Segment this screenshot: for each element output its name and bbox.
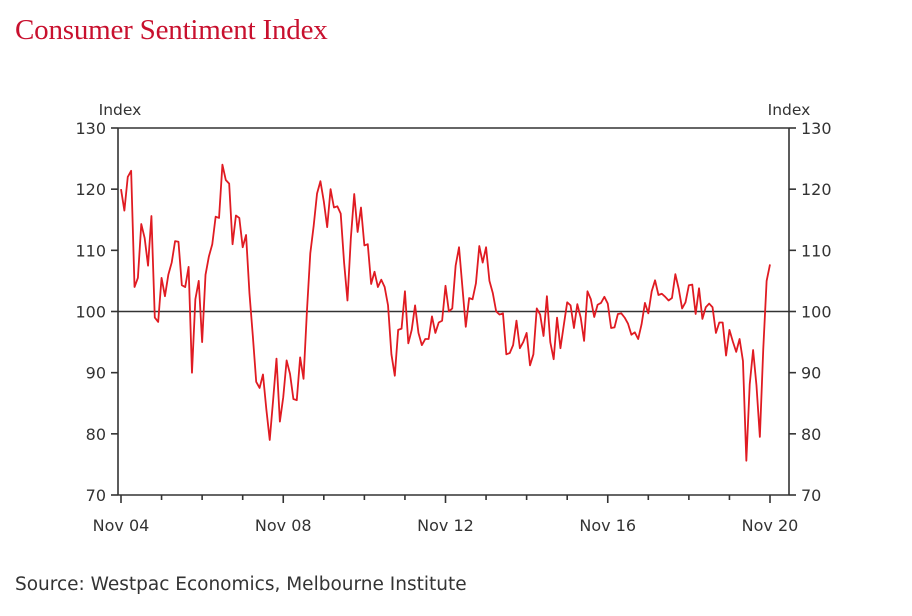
- right-y-tick-label: 70: [801, 486, 821, 505]
- sentiment-series-line: [120, 163, 771, 462]
- left-y-tick-label: 90: [86, 364, 106, 383]
- left-y-tick-label: 130: [75, 119, 106, 138]
- chart-axes: [111, 127, 796, 503]
- source-note: Source: Westpac Economics, Melbourne Ins…: [15, 574, 467, 595]
- right-y-tick-label: 90: [801, 364, 821, 383]
- right-y-tick-label: 80: [801, 425, 821, 444]
- right-y-tick-label: 120: [801, 180, 832, 199]
- right-y-axis-unit: Index: [768, 101, 811, 119]
- left-y-tick-label: 80: [86, 425, 106, 444]
- x-tick-label: Nov 04: [93, 516, 150, 535]
- x-tick-label: Nov 08: [255, 516, 312, 535]
- left-y-tick-label: 120: [75, 180, 106, 199]
- x-tick-label: Nov 20: [742, 516, 799, 535]
- series-group: [120, 163, 771, 462]
- x-tick-label: Nov 16: [579, 516, 636, 535]
- left-y-tick-label: 70: [86, 486, 106, 505]
- left-y-tick-label: 100: [75, 303, 106, 322]
- right-y-tick-label: 110: [801, 241, 832, 260]
- left-y-tick-label: 110: [75, 241, 106, 260]
- x-tick-label: Nov 12: [417, 516, 474, 535]
- left-y-axis-unit: Index: [99, 101, 142, 119]
- chart-title: Consumer Sentiment Index: [15, 14, 328, 46]
- right-y-tick-label: 100: [801, 303, 832, 322]
- right-y-tick-label: 130: [801, 119, 832, 138]
